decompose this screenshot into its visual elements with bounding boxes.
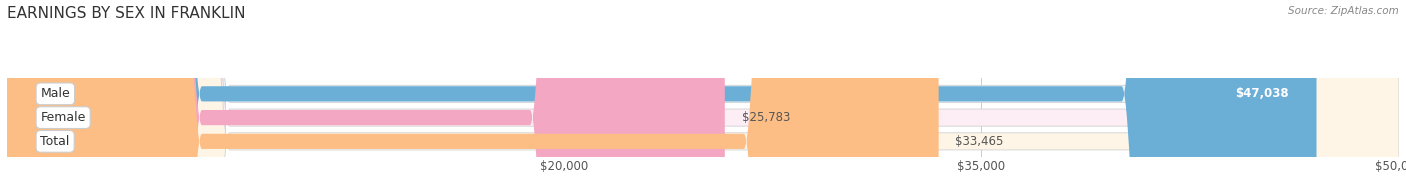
Text: Total: Total [41,135,70,148]
Text: EARNINGS BY SEX IN FRANKLIN: EARNINGS BY SEX IN FRANKLIN [7,6,246,21]
FancyBboxPatch shape [7,0,725,196]
Text: Female: Female [41,111,86,124]
Text: $47,038: $47,038 [1234,87,1289,100]
FancyBboxPatch shape [7,0,939,196]
FancyBboxPatch shape [7,0,1316,196]
Text: Male: Male [41,87,70,100]
FancyBboxPatch shape [7,0,1399,196]
Text: Source: ZipAtlas.com: Source: ZipAtlas.com [1288,6,1399,16]
Text: $25,783: $25,783 [741,111,790,124]
FancyBboxPatch shape [7,0,1399,196]
FancyBboxPatch shape [7,0,1399,196]
Text: $33,465: $33,465 [955,135,1004,148]
